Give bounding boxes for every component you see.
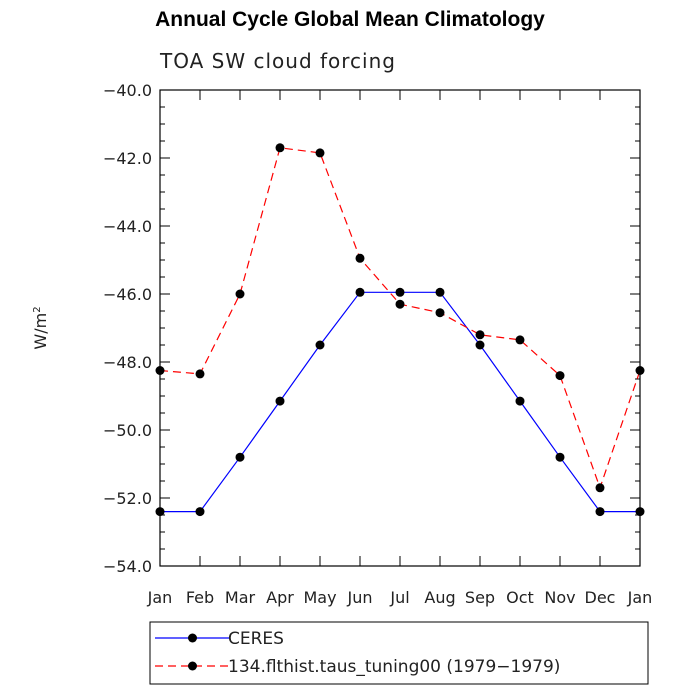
data-point [235,289,245,299]
data-point [555,371,565,381]
x-tick-label: Dec [585,588,616,607]
y-tick-label: −54.0 [103,557,152,576]
series-layer [155,143,645,517]
legend-label: 134.flthist.taus_tuning00 (1979−1979) [228,657,560,677]
x-tick-label: Jun [347,588,373,607]
data-point [195,369,205,379]
data-point [595,507,605,517]
data-point [555,452,565,462]
x-tick-label: Oct [506,588,534,607]
data-point [355,287,365,297]
legend-marker [188,633,197,643]
y-tick-label: −44.0 [103,217,152,236]
data-point [435,308,445,318]
y-tick-label: −42.0 [103,149,152,168]
y-axis-label: W/m2 [31,306,50,349]
data-point [475,330,485,340]
y-axis-label-superscript: 2 [32,306,43,312]
data-point [315,340,325,350]
x-tick-label: Feb [186,588,214,607]
series-1 [155,287,645,517]
legend-box [149,621,649,685]
y-tick-label: −48.0 [103,353,152,372]
y-tick-label: −50.0 [103,421,152,440]
x-tick-label: Apr [266,588,294,607]
x-tick-label: Nov [544,588,575,607]
data-point [435,287,445,297]
legend-marker [188,661,197,671]
y-tick-label: −46.0 [103,285,152,304]
chart-title: Annual Cycle Global Mean Climatology [155,8,545,31]
y-tick-label: −40.0 [103,81,152,100]
data-point [235,452,245,462]
y-tick-label: −52.0 [103,489,152,508]
data-point [355,253,365,263]
data-point [395,287,405,297]
x-tick-label: Sep [465,588,495,607]
x-tick-label: Jul [389,588,409,607]
series-line [160,291,640,513]
x-tick-label: Jan [627,588,653,607]
data-point [275,396,285,406]
series-line [159,147,641,490]
x-tick-label: Jan [147,588,173,607]
y-tick-labels: −54.0 −52.0 −50.0 −48.0 −46.0 −44.0 −42.0 −40.0 [103,81,152,576]
data-point [595,483,605,493]
data-point [195,507,205,517]
x-tick-label: Mar [225,588,256,607]
data-point [315,148,325,158]
x-tick-labels: Jan Feb Mar Apr May Jun Jul Aug Sep Oct Nov Dec Jan [147,588,653,607]
legend-label: CERES [228,629,284,649]
plot-frame [159,89,641,567]
data-point [275,143,285,153]
axis-ticks [159,89,641,567]
chart-subtitle: TOA SW cloud forcing [160,49,396,73]
data-point [395,299,405,309]
y-axis-label-units: W/m [31,313,50,350]
series-2 [155,143,645,493]
x-tick-label: May [303,588,336,607]
data-point [475,340,485,350]
data-point [515,396,525,406]
data-point [515,335,525,345]
legend: CERES 134.flthist.taus_tuning00 (1979−197… [149,621,649,685]
x-tick-label: Aug [424,588,455,607]
